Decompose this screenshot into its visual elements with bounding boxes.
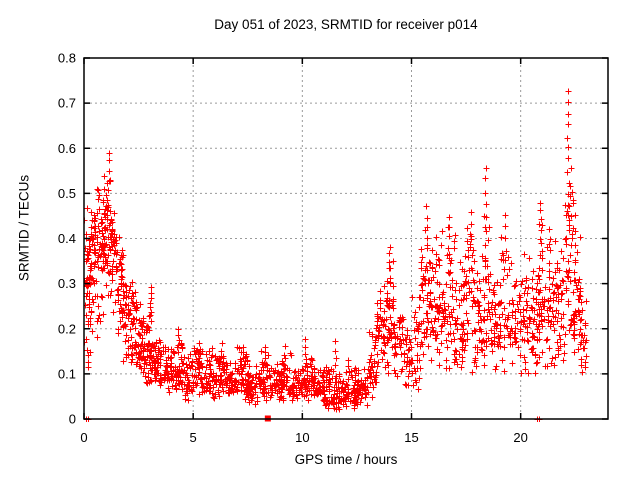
- scatter-points: [84, 88, 590, 422]
- x-tick-label: 15: [404, 430, 418, 445]
- y-tick-label: 0.3: [58, 276, 76, 291]
- x-tick-label: 20: [513, 430, 527, 445]
- y-tick-label: 0.4: [58, 231, 76, 246]
- y-tick-label: 0.7: [58, 96, 76, 111]
- y-tick-label: 0.6: [58, 141, 76, 156]
- y-tick-label: 0.8: [58, 51, 76, 66]
- x-tick-label: 10: [295, 430, 309, 445]
- y-tick-label: 0.2: [58, 321, 76, 336]
- x-tick-label: 5: [190, 430, 197, 445]
- chart-title: Day 051 of 2023, SRMTID for receiver p01…: [214, 17, 478, 32]
- y-tick-label: 0.5: [58, 186, 76, 201]
- y-tick-label: 0.1: [58, 366, 76, 381]
- x-axis-label: GPS time / hours: [294, 452, 398, 467]
- x-tick-label: 0: [80, 430, 87, 445]
- y-tick-label: 0: [69, 412, 76, 427]
